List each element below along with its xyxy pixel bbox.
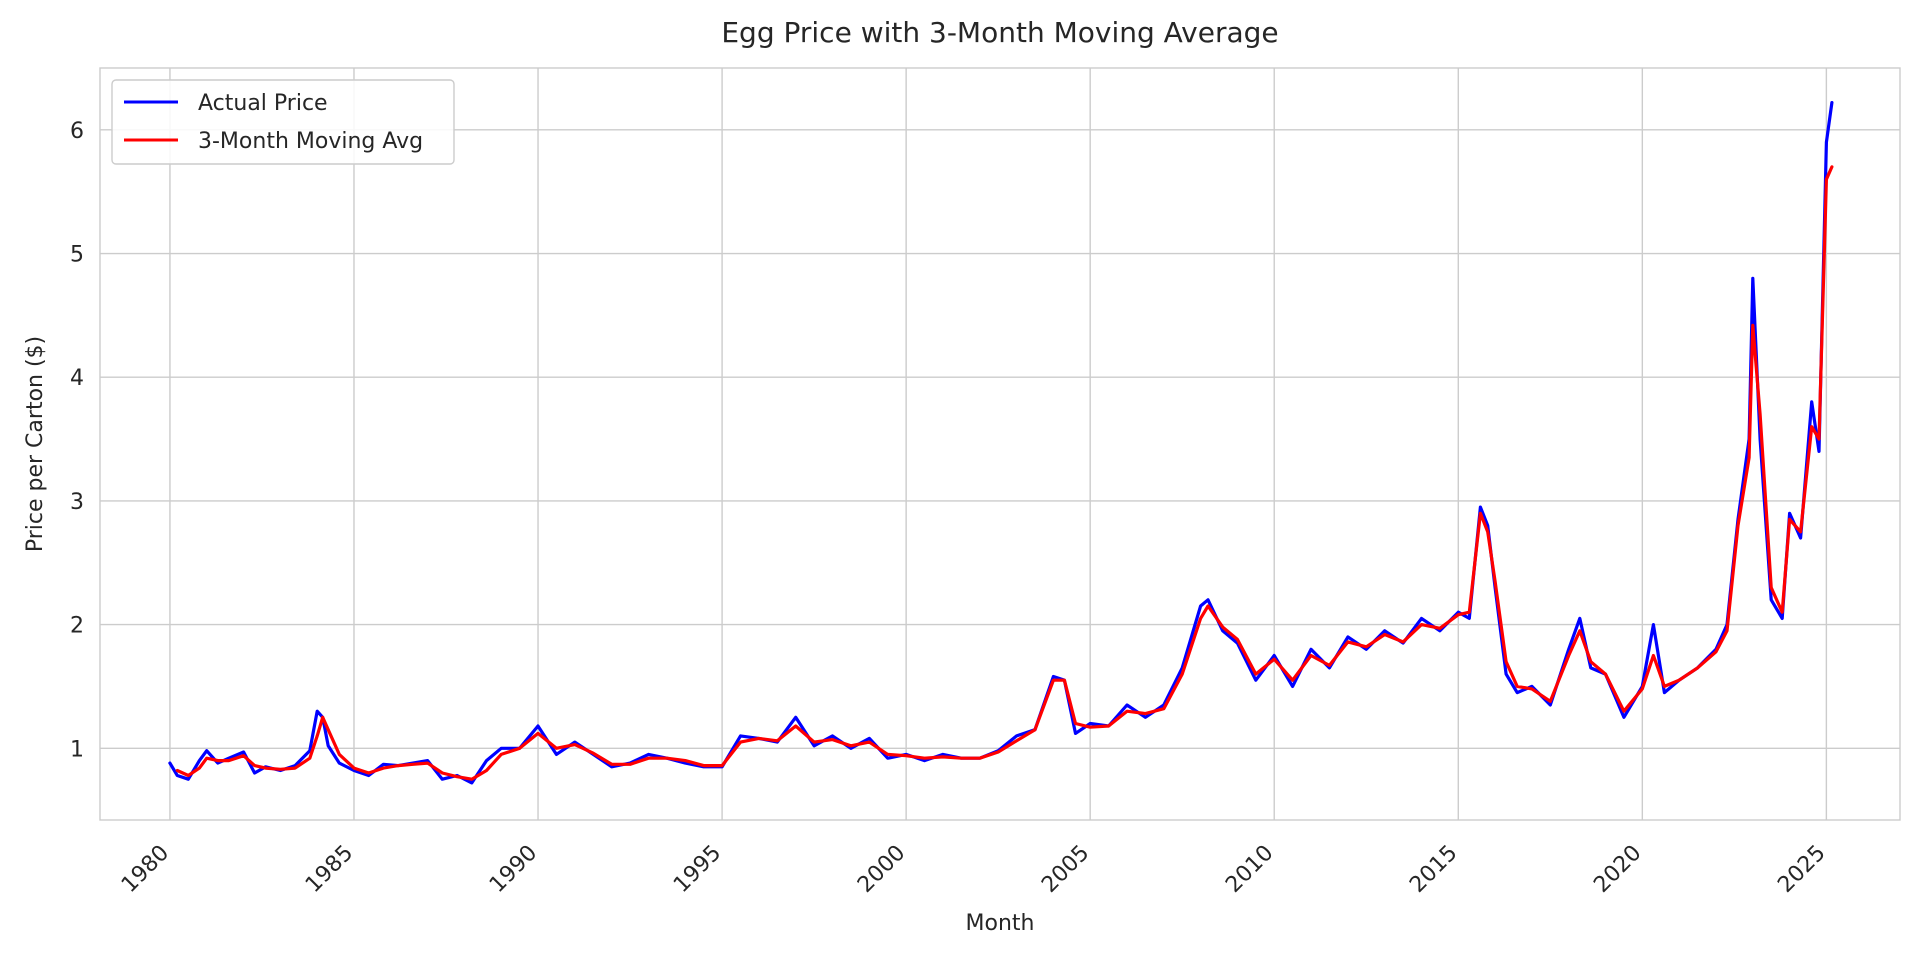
y-axis-label: Price per Carton ($) (23, 336, 48, 552)
plot-frame (99, 67, 1901, 821)
y-tick-label: 6 (70, 119, 84, 144)
grid (100, 68, 1900, 820)
x-tick-label: 2015 (1405, 841, 1462, 898)
legend-box (111, 79, 455, 165)
chart-title: Egg Price with 3-Month Moving Average (721, 16, 1278, 49)
x-tick-label: 1995 (669, 841, 726, 898)
y-tick-label: 2 (70, 614, 84, 639)
x-tick-label: 1990 (485, 841, 542, 898)
y-tick-label: 4 (70, 366, 84, 391)
legend-label-actual: Actual Price (198, 91, 328, 116)
y-tick-label: 3 (70, 490, 84, 515)
y-tick-label: 5 (70, 243, 84, 268)
legend-label-moving-avg: 3-Month Moving Avg (198, 129, 423, 154)
x-axis-label: Month (966, 911, 1035, 936)
x-tick-label: 2000 (853, 841, 910, 898)
x-tick-label: 2025 (1773, 841, 1830, 898)
series-line-actual-price (168, 100, 1834, 785)
x-axis-ticks: 1980 1985 1990 1995 2000 2005 2010 2015 2020 2025 (117, 841, 1831, 898)
x-tick-label: 2005 (1037, 841, 1094, 898)
x-tick-label: 1980 (117, 841, 174, 898)
x-tick-label: 2010 (1221, 841, 1278, 898)
y-tick-label: 1 (70, 737, 84, 762)
legend: Actual Price 3-Month Moving Avg (111, 79, 455, 165)
y-axis-ticks: 1 2 3 4 5 6 (70, 119, 84, 762)
series-line-moving-avg (175, 165, 1834, 781)
x-tick-label: 1985 (301, 841, 358, 898)
x-tick-label: 2020 (1589, 841, 1646, 898)
series-layer (168, 100, 1834, 785)
